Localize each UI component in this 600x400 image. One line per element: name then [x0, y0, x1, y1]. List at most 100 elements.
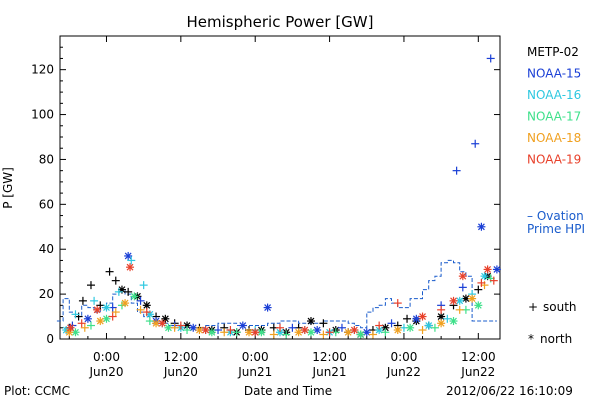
south-point	[142, 308, 151, 317]
south-point	[325, 328, 334, 337]
north-point	[238, 321, 247, 330]
south-point	[319, 319, 328, 328]
south-point	[282, 330, 291, 339]
north-point	[124, 251, 133, 260]
south-point	[176, 321, 185, 330]
south-point	[489, 276, 498, 285]
legend-item-noaa-17: NOAA-17	[527, 110, 581, 124]
footer-plot-credit: Plot: CCMC	[4, 384, 70, 398]
north-point	[294, 328, 303, 337]
north-point	[130, 292, 139, 301]
north-point	[93, 305, 102, 314]
north-point	[263, 303, 272, 312]
legend-item-metp-02: METP-02	[527, 45, 579, 59]
x-tick-label-time: 0:00	[93, 350, 120, 364]
north-point	[300, 326, 309, 335]
north-point	[424, 321, 433, 330]
north-point	[96, 317, 105, 326]
south-point	[170, 323, 179, 332]
north-point	[483, 265, 492, 274]
south-point	[90, 296, 99, 305]
footer-timestamp: 2012/06/22 16:10:09	[446, 384, 573, 398]
south-point	[477, 278, 486, 287]
south-point	[78, 296, 87, 305]
north-point	[406, 323, 415, 332]
south-point	[96, 301, 105, 310]
south-point	[443, 314, 452, 323]
y-tick-label: 60	[39, 197, 54, 211]
south-point	[458, 283, 467, 292]
south-point	[288, 323, 297, 332]
south-point	[86, 281, 95, 290]
south-point	[80, 323, 89, 332]
south-point	[111, 276, 120, 285]
x-tick-label-time: 12:00	[461, 350, 496, 364]
south-point	[269, 330, 278, 339]
south-point	[393, 299, 402, 308]
ovation-hpi-line	[56, 259, 497, 329]
south-point	[226, 326, 235, 335]
south-point	[124, 287, 133, 296]
y-tick-label: 20	[39, 287, 54, 301]
south-point	[108, 312, 117, 321]
south-point	[111, 308, 120, 317]
satellite-legend: METP-02 NOAA-15 NOAA-16 NOAA-17 NOAA-18 NOAA-…	[527, 45, 581, 167]
ovation-legend: – Ovation Prime HPI	[527, 209, 585, 236]
south-marker-symbol: +	[528, 300, 538, 314]
y-tick-label: 80	[39, 152, 54, 166]
x-tick-label-time: 0:00	[242, 350, 269, 364]
south-point	[86, 321, 95, 330]
north-point	[121, 299, 130, 308]
north-point	[189, 323, 198, 332]
north-point	[207, 328, 216, 337]
south-point	[136, 296, 145, 305]
north-point	[458, 272, 467, 281]
ovation-legend-line2: Prime HPI	[527, 222, 585, 236]
y-tick-label: 120	[31, 63, 54, 77]
x-tick-label-time: 12:00	[164, 350, 199, 364]
north-point	[306, 317, 315, 326]
x-tick-label-time: 12:00	[312, 350, 347, 364]
legend-item-noaa-18: NOAA-18	[527, 131, 581, 145]
south-point	[471, 139, 480, 148]
x-tick-label-time: 0:00	[390, 350, 417, 364]
north-point	[161, 314, 170, 323]
north-marker-label: north	[540, 332, 572, 346]
legend-item-noaa-16: NOAA-16	[527, 88, 581, 102]
x-axis-ticks: 0:00Jun2012:00Jun200:00Jun2112:00Jun210:…	[68, 36, 496, 379]
plot-frame	[59, 35, 501, 340]
ovation-legend-line1: – Ovation	[527, 209, 584, 223]
south-point	[381, 328, 390, 337]
north-point	[375, 326, 384, 335]
x-tick-label-date: Jun22	[460, 365, 495, 379]
north-point	[201, 326, 210, 335]
x-tick-label-date: Jun22	[386, 365, 421, 379]
south-point	[387, 319, 396, 328]
y-axis-label: P [GW]	[1, 167, 15, 209]
north-point	[468, 294, 477, 303]
south-point	[220, 328, 229, 337]
north-point	[257, 328, 266, 337]
north-point	[83, 314, 92, 323]
legend-item-noaa-19: NOAA-19	[527, 153, 581, 167]
north-point	[350, 326, 359, 335]
north-point	[66, 323, 75, 332]
north-point	[393, 326, 402, 335]
north-marker-symbol: *	[528, 332, 534, 346]
south-point	[71, 310, 80, 319]
south-point	[337, 323, 346, 332]
south-point	[139, 281, 148, 290]
north-point	[102, 303, 111, 312]
north-point	[344, 328, 353, 337]
south-point	[368, 330, 377, 339]
south-point	[486, 54, 495, 63]
x-tick-label-date: Jun21	[237, 365, 272, 379]
north-point	[158, 319, 167, 328]
y-tick-label: 40	[39, 242, 54, 256]
north-point	[142, 301, 151, 310]
north-point	[102, 314, 111, 323]
north-point	[306, 328, 315, 337]
ovation-hpi-series	[56, 259, 497, 329]
south-point	[474, 285, 483, 294]
south-point	[105, 267, 114, 276]
